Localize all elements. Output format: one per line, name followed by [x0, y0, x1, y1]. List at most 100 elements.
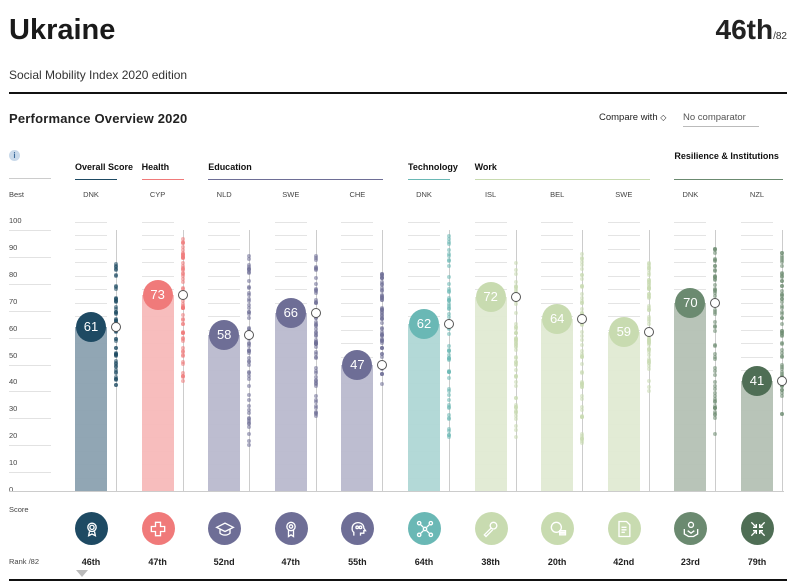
country-dot[interactable] [646, 361, 651, 366]
score-bar[interactable] [141, 294, 174, 491]
country-dot[interactable] [646, 338, 651, 343]
country-dot[interactable] [380, 289, 385, 294]
country-dot[interactable] [447, 306, 451, 311]
country-dot[interactable] [180, 286, 185, 291]
country-dot[interactable] [713, 394, 718, 399]
country-dot[interactable] [580, 382, 585, 387]
country-marker[interactable] [310, 308, 321, 319]
country-dot[interactable] [580, 431, 585, 436]
country-dot[interactable] [513, 260, 518, 265]
medal-icon[interactable] [274, 512, 308, 545]
country-dot[interactable] [513, 287, 518, 292]
country-dot[interactable] [447, 433, 451, 438]
country-dot[interactable] [380, 352, 385, 357]
country-dot[interactable] [646, 318, 651, 323]
country-dot[interactable] [447, 332, 451, 337]
country-dot[interactable] [114, 319, 118, 324]
country-dot[interactable] [513, 373, 518, 378]
country-marker[interactable] [444, 319, 454, 330]
country-dot[interactable] [580, 394, 585, 399]
country-dot[interactable] [447, 348, 451, 353]
country-dot[interactable] [180, 263, 185, 268]
country-dot[interactable] [114, 367, 118, 372]
country-dot[interactable] [313, 275, 318, 280]
country-dot[interactable] [513, 414, 518, 419]
country-dot[interactable] [713, 310, 718, 315]
country-dot[interactable] [713, 287, 718, 292]
country-dot[interactable] [580, 352, 585, 357]
country-dot[interactable] [380, 338, 385, 343]
country-dot[interactable] [313, 288, 318, 293]
country-dot[interactable] [247, 253, 252, 258]
country-dot[interactable] [380, 275, 385, 280]
country-dot[interactable] [780, 274, 784, 279]
country-dot[interactable] [114, 370, 118, 375]
country-dot[interactable] [513, 416, 518, 421]
country-dot[interactable] [247, 265, 252, 270]
country-dot[interactable] [247, 363, 252, 368]
country-dot[interactable] [380, 320, 385, 325]
document-icon[interactable] [607, 512, 641, 545]
country-dot[interactable] [447, 241, 451, 246]
country-dot[interactable] [247, 305, 252, 310]
score-bar[interactable] [674, 302, 707, 491]
country-dot[interactable] [247, 257, 252, 262]
country-dot[interactable] [646, 340, 651, 345]
country-dot[interactable] [713, 410, 718, 415]
country-dot[interactable] [646, 385, 651, 390]
country-dot[interactable] [380, 312, 385, 317]
wrench-icon[interactable] [474, 512, 508, 545]
country-dot[interactable] [247, 425, 252, 430]
country-marker[interactable] [111, 321, 121, 332]
score-bar[interactable] [408, 324, 440, 491]
country-dot[interactable] [313, 253, 318, 258]
country-dot[interactable] [580, 396, 585, 401]
country-dot[interactable] [247, 439, 252, 444]
country-dot[interactable] [114, 268, 118, 273]
country-dot[interactable] [646, 322, 651, 327]
country-dot[interactable] [713, 356, 718, 361]
country-dot[interactable] [646, 364, 651, 369]
score-bar[interactable] [341, 364, 374, 491]
country-dot[interactable] [580, 292, 585, 297]
country-dot[interactable] [447, 435, 451, 440]
country-dot[interactable] [380, 281, 385, 286]
country-dot[interactable] [447, 295, 451, 300]
country-marker[interactable] [643, 327, 654, 338]
country-dot[interactable] [646, 347, 651, 352]
country-dot[interactable] [713, 415, 718, 420]
country-dot[interactable] [447, 301, 451, 306]
country-dot[interactable] [180, 322, 185, 327]
country-dot[interactable] [513, 361, 518, 366]
country-dot[interactable] [713, 246, 718, 251]
country-dot[interactable] [780, 289, 784, 294]
score-bar[interactable] [274, 313, 307, 491]
country-dot[interactable] [447, 392, 451, 397]
hands-icon[interactable] [674, 512, 708, 545]
country-dot[interactable] [313, 382, 318, 387]
country-dot[interactable] [580, 255, 585, 260]
country-dot[interactable] [780, 373, 784, 378]
country-dot[interactable] [380, 333, 385, 338]
country-dot[interactable] [313, 322, 318, 327]
country-dot[interactable] [513, 327, 518, 332]
country-dot[interactable] [247, 340, 252, 345]
country-dot[interactable] [646, 388, 651, 393]
country-dot[interactable] [646, 261, 651, 266]
country-dot[interactable] [513, 384, 518, 389]
country-dot[interactable] [580, 355, 585, 360]
country-dot[interactable] [713, 328, 718, 333]
country-dot[interactable] [447, 286, 451, 291]
country-dot[interactable] [313, 365, 318, 370]
country-dot[interactable] [713, 320, 718, 325]
country-dot[interactable] [247, 431, 252, 436]
country-dot[interactable] [713, 369, 718, 374]
country-dot[interactable] [180, 338, 185, 343]
country-dot[interactable] [580, 408, 585, 413]
country-dot[interactable] [580, 441, 585, 446]
country-dot[interactable] [180, 346, 185, 351]
country-dot[interactable] [713, 344, 718, 349]
country-marker[interactable] [710, 297, 721, 308]
country-dot[interactable] [114, 364, 118, 369]
country-dot[interactable] [380, 346, 385, 351]
